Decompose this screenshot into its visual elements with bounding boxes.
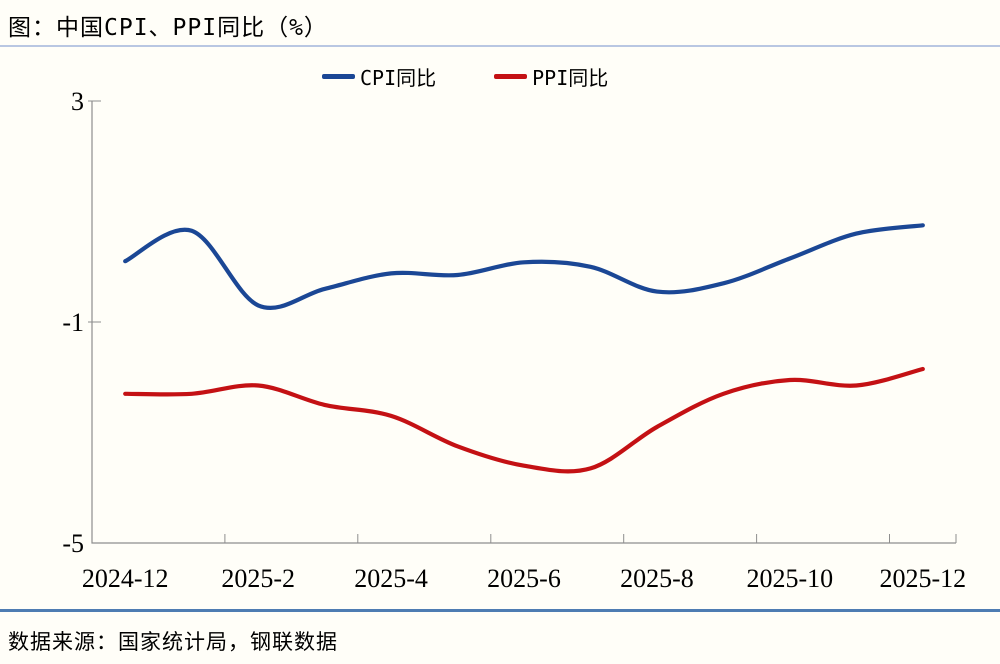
x-tick-label: 2024-12 bbox=[82, 564, 169, 593]
x-tick-label: 2025-12 bbox=[879, 564, 966, 593]
cpi-line-swatch bbox=[322, 74, 355, 79]
cpi-series-line bbox=[123, 223, 925, 310]
y-tick-label: -1 bbox=[62, 308, 84, 337]
ppi-series-line bbox=[123, 366, 925, 474]
x-tick-label: 2025-6 bbox=[487, 564, 561, 593]
x-tick-label: 2025-4 bbox=[354, 564, 428, 593]
axis-lines bbox=[91, 101, 956, 544]
legend-item-cpi: CPI同比 bbox=[322, 62, 436, 91]
footer-divider bbox=[0, 609, 1000, 612]
page-title: 图：中国CPI、PPI同比（%） bbox=[8, 15, 328, 41]
x-tick-label: 2025-8 bbox=[620, 564, 694, 593]
ppi-line-swatch bbox=[494, 74, 528, 79]
title-divider bbox=[0, 45, 1000, 47]
chart-legend: CPI同比 PPI同比 bbox=[322, 62, 608, 91]
y-tick-label: 3 bbox=[71, 87, 84, 116]
legend-label-cpi: CPI同比 bbox=[360, 66, 437, 90]
x-tick-label: 2025-2 bbox=[221, 564, 295, 593]
source-note: 数据来源：国家统计局，钢联数据 bbox=[8, 630, 338, 654]
y-tick-label: -5 bbox=[62, 529, 84, 558]
x-tick-label: 2025-10 bbox=[746, 564, 833, 593]
legend-item-ppi: PPI同比 bbox=[494, 62, 608, 91]
legend-label-ppi: PPI同比 bbox=[532, 66, 609, 90]
